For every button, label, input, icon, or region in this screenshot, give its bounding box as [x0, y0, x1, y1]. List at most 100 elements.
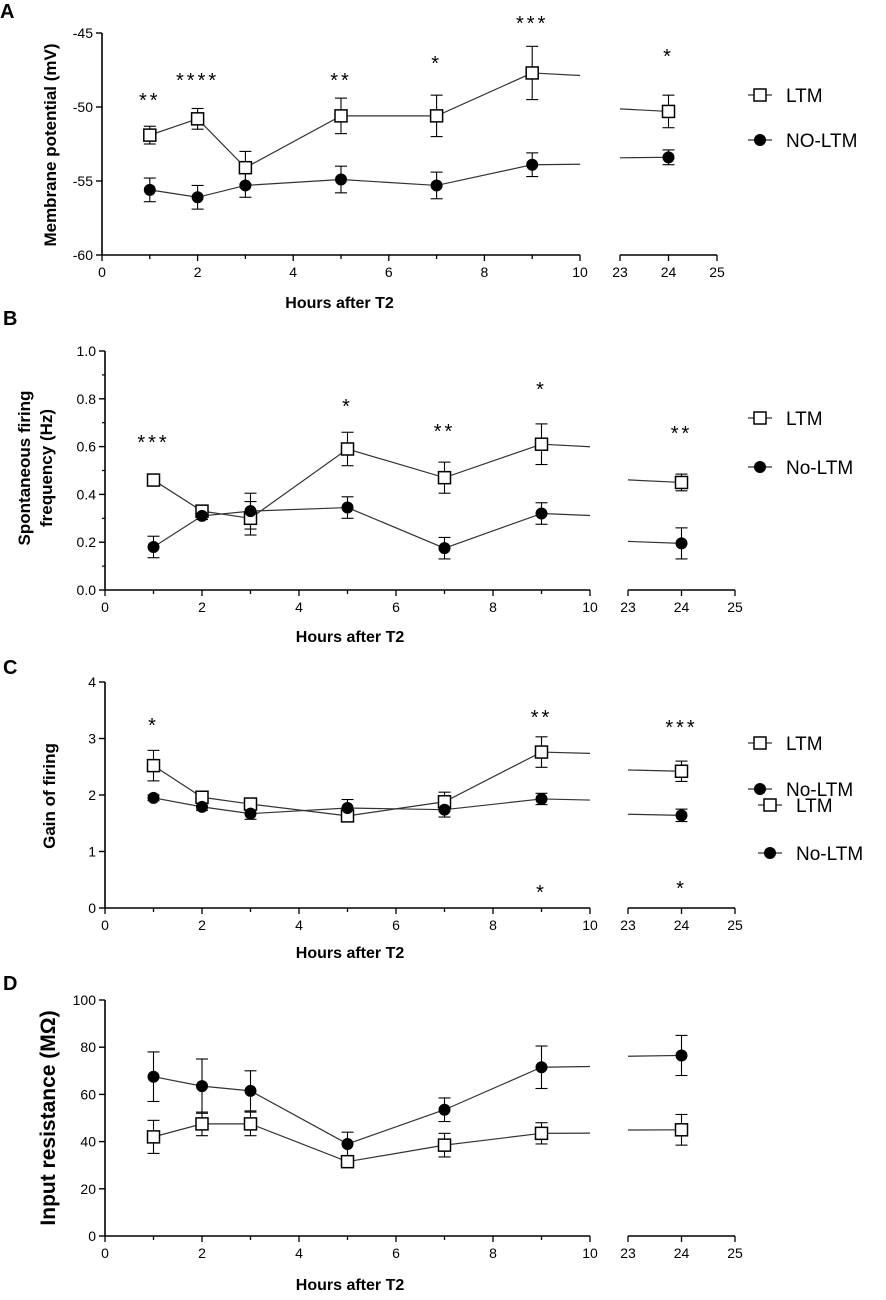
x-tick-label: 0 [101, 599, 109, 615]
noltm-point [438, 1103, 451, 1116]
ltm-point [146, 758, 161, 773]
x-tick-label: 0 [101, 1245, 109, 1261]
legend-ltm-label: LTM [786, 734, 823, 755]
y-tick-label: 0 [88, 900, 96, 916]
x-tick-label: 4 [295, 599, 303, 615]
noltm-point [244, 505, 257, 518]
y-axis-label: Gain of firing [40, 743, 59, 849]
x-tick-label: 23 [620, 599, 636, 615]
noltm-point [147, 791, 160, 804]
significance-label: **** [176, 70, 219, 92]
legend-ltm-marker [763, 798, 777, 812]
y-tick-label: -45 [73, 25, 93, 41]
x-axis-label: Hours after T2 [296, 945, 405, 962]
ltm-point [674, 764, 689, 779]
legend-noltm-marker [764, 847, 776, 859]
y-axis-label: Input resistance (MΩ) [37, 1010, 60, 1225]
legend-noltm-marker [754, 783, 766, 795]
x-tick-label: 10 [572, 264, 588, 280]
y-tick-label: 2 [88, 787, 96, 803]
x-tick-label: 23 [620, 917, 636, 933]
ltm-point [525, 66, 539, 80]
legend-noltm-label: No-LTM [786, 458, 853, 479]
noltm-point [675, 537, 688, 550]
x-tick-label: 24 [674, 1245, 690, 1261]
series-line [153, 1123, 542, 1163]
x-tick-label: 6 [392, 1245, 400, 1261]
x-tick-label: 25 [727, 917, 743, 933]
y-tick-label: 0.0 [77, 582, 97, 598]
significance-label: ** [330, 70, 352, 92]
series-line-break-left [541, 751, 591, 754]
legend-ltm-marker [753, 411, 767, 425]
noltm-point [535, 507, 548, 520]
y-axis-label: Spontaneous firing [15, 391, 34, 546]
y-tick-label: 4 [88, 674, 96, 690]
legend-ltm-marker [753, 88, 767, 102]
noltm-point [430, 179, 443, 192]
x-tick-label: 6 [392, 917, 400, 933]
significance-label: ** [671, 423, 693, 445]
legend-noltm-label: No-LTM [796, 844, 863, 865]
ltm-point [437, 470, 452, 485]
ltm-point [661, 104, 676, 119]
series-line-break-left [541, 443, 591, 448]
significance-label: * [676, 878, 687, 900]
noltm-point [438, 542, 451, 555]
x-tick-label: 8 [489, 599, 497, 615]
panel-label: C [3, 657, 17, 679]
y-tick-label: 1 [88, 844, 96, 860]
significance-label: *** [665, 717, 697, 739]
x-tick-label: 8 [481, 264, 489, 280]
noltm-point [438, 803, 451, 816]
significance-label: * [148, 715, 159, 737]
noltm-point [147, 540, 160, 553]
ltm-point [534, 745, 549, 759]
series-line [153, 443, 542, 519]
series-line-break-left [541, 798, 591, 801]
noltm-point [147, 1070, 160, 1083]
series-line [153, 797, 542, 815]
noltm-point [341, 801, 354, 814]
legend-ltm-label: LTM [786, 409, 823, 430]
series-line-break-left [541, 512, 591, 517]
x-tick-label: 2 [198, 1245, 206, 1261]
y-tick-label: -60 [73, 247, 93, 263]
legend-noltm-label: NO-LTM [786, 131, 857, 152]
y-tick-label: 1.0 [77, 343, 97, 359]
noltm-point [143, 183, 156, 196]
x-tick-label: 0 [98, 264, 106, 280]
ltm-point [243, 1117, 258, 1131]
legend-ltm-marker [753, 736, 767, 750]
y-tick-label: 0.4 [77, 486, 97, 502]
x-tick-label: 4 [295, 1245, 303, 1261]
significance-label: ** [139, 90, 161, 112]
x-tick-label: 10 [582, 917, 598, 933]
x-tick-label: 8 [489, 917, 497, 933]
y-tick-label: 100 [73, 992, 97, 1008]
x-axis-label: Hours after T2 [296, 1277, 405, 1294]
x-tick-label: 24 [674, 599, 690, 615]
ltm-point [238, 160, 253, 175]
series-line-break-right [619, 108, 669, 113]
y-tick-label: 80 [80, 1039, 96, 1055]
x-tick-label: 10 [582, 1245, 598, 1261]
noltm-point [244, 807, 257, 820]
noltm-point [341, 501, 354, 514]
y-tick-label: 0 [88, 1228, 96, 1244]
series-line [153, 1066, 542, 1145]
legend-ltm-label: LTM [786, 86, 823, 107]
ltm-point [674, 475, 689, 490]
ltm-point [143, 128, 157, 142]
ltm-point [190, 112, 205, 126]
x-tick-label: 10 [582, 599, 598, 615]
ltm-point [334, 109, 348, 123]
x-axis-label: Hours after T2 [296, 629, 405, 646]
legend-ltm-label: LTM [796, 796, 833, 817]
noltm-point [196, 1080, 208, 1093]
noltm-point [526, 158, 539, 171]
x-axis-label: Hours after T2 [285, 295, 394, 312]
x-tick-label: 4 [289, 264, 297, 280]
